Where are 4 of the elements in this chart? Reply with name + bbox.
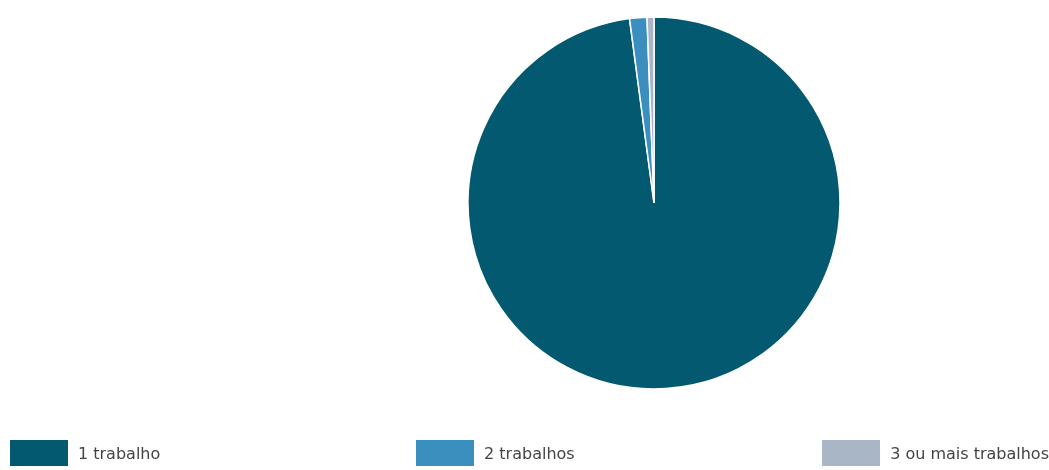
legend-label: 2 trabalhos xyxy=(484,443,575,463)
legend-label: 3 ou mais trabalhos xyxy=(890,443,1049,463)
legend-label: 1 trabalho xyxy=(78,443,161,463)
pie-slice xyxy=(467,16,841,390)
